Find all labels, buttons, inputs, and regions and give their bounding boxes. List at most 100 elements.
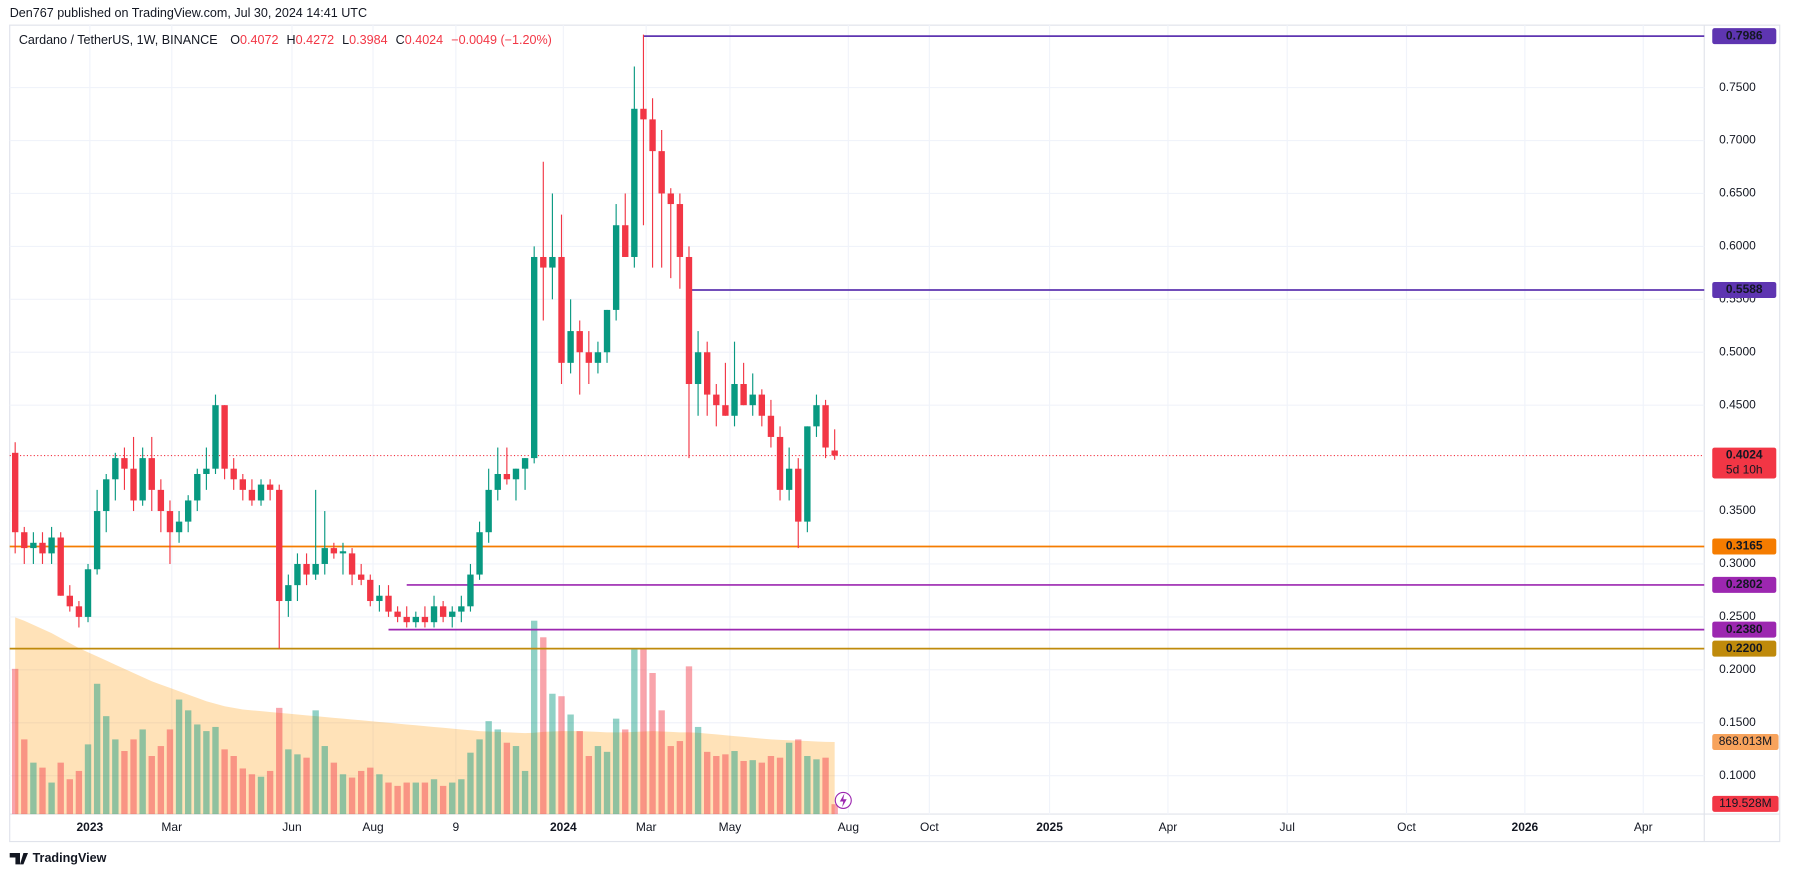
volume-bar bbox=[230, 756, 237, 815]
candle-body bbox=[658, 151, 665, 194]
candle-body bbox=[776, 436, 784, 490]
candle-body bbox=[330, 548, 338, 554]
y-tick-label: 0.1500 bbox=[1719, 715, 1756, 729]
x-tick-label: Apr bbox=[1634, 820, 1653, 834]
candle-body bbox=[722, 405, 729, 416]
candle-body bbox=[485, 489, 492, 533]
bolt bbox=[839, 793, 847, 808]
volume-bar bbox=[103, 716, 110, 815]
candle-body bbox=[75, 606, 83, 617]
volume-bar bbox=[458, 779, 465, 815]
volume-bar bbox=[93, 683, 101, 815]
volume-bar bbox=[184, 710, 192, 815]
volume-bar bbox=[57, 762, 64, 815]
volume-bar bbox=[704, 751, 711, 815]
candle-body bbox=[521, 458, 529, 469]
candle-body bbox=[385, 595, 392, 612]
volume-ma-label: 868.013M bbox=[1719, 734, 1772, 748]
volume-bar bbox=[121, 751, 128, 815]
volume-bar bbox=[239, 768, 246, 815]
x-tick-label: 2024 bbox=[550, 820, 577, 834]
frame bbox=[9, 24, 1781, 843]
candle-body bbox=[731, 384, 738, 416]
low-value: 0.3984 bbox=[349, 33, 387, 47]
x-tick-label: Mar bbox=[161, 820, 182, 834]
candle-body bbox=[430, 606, 438, 623]
candle-body bbox=[694, 352, 702, 385]
volume-bar bbox=[667, 746, 674, 815]
volume-bar bbox=[385, 782, 392, 815]
candle-body bbox=[421, 616, 429, 623]
y-tick-label: 0.6000 bbox=[1719, 239, 1756, 253]
volume-bar bbox=[549, 693, 556, 815]
candle-body bbox=[48, 537, 55, 554]
volume-bar bbox=[540, 637, 547, 815]
candle-body bbox=[512, 468, 520, 480]
volume-bar bbox=[685, 666, 693, 815]
volume-bar bbox=[84, 744, 92, 815]
volume-bar bbox=[494, 729, 501, 815]
candle-body bbox=[449, 611, 456, 617]
candle-body bbox=[767, 415, 775, 437]
candle-body bbox=[303, 563, 310, 575]
x-tick-label: May bbox=[719, 820, 742, 834]
volume-bar bbox=[221, 749, 228, 815]
volume-bar bbox=[21, 739, 28, 815]
volume-bar bbox=[294, 754, 301, 815]
volume-bar bbox=[66, 779, 73, 815]
y-tick-label: 0.7000 bbox=[1719, 133, 1756, 147]
candle-body bbox=[612, 225, 620, 310]
volume-bar bbox=[622, 729, 629, 815]
candle-body bbox=[503, 473, 511, 480]
candles bbox=[11, 34, 838, 649]
candle-body bbox=[30, 542, 37, 549]
level-label-box bbox=[1712, 576, 1777, 593]
candle-body bbox=[594, 352, 602, 363]
bolt-icon bbox=[834, 791, 852, 809]
candle-body bbox=[558, 256, 565, 363]
x-tick-label: 9 bbox=[453, 820, 460, 834]
volume-bar bbox=[266, 770, 274, 815]
x-tick-label: Oct bbox=[1397, 820, 1416, 834]
candle-body bbox=[367, 579, 374, 602]
legend: Cardano / TetherUS, 1W, BINANCE O0.4072 … bbox=[19, 33, 552, 47]
y-tick-label: 0.2500 bbox=[1719, 609, 1756, 623]
candle-body bbox=[758, 394, 766, 416]
volume-bar bbox=[640, 648, 647, 815]
volume-bar bbox=[321, 746, 328, 815]
candle-body bbox=[312, 563, 319, 575]
candle-body bbox=[649, 119, 656, 152]
candle-body bbox=[148, 458, 155, 490]
candle-body bbox=[795, 468, 802, 522]
ohlc-letter: L bbox=[342, 33, 349, 47]
candle-body bbox=[640, 108, 647, 120]
volume-bar bbox=[804, 756, 811, 815]
level-label: 0.5588 bbox=[1726, 282, 1763, 296]
candle-body bbox=[804, 426, 811, 522]
volume-bar bbox=[194, 724, 201, 815]
candle-body bbox=[549, 256, 556, 268]
volume-bar bbox=[603, 751, 611, 815]
candle-body bbox=[339, 551, 347, 554]
volume-pane bbox=[11, 617, 838, 815]
candle-body bbox=[831, 450, 838, 456]
x-tick-label: Aug bbox=[838, 820, 859, 834]
volume-bar bbox=[139, 729, 146, 815]
candle-body bbox=[212, 405, 219, 469]
candle-body bbox=[294, 563, 301, 586]
open-value: 0.4072 bbox=[240, 33, 278, 47]
candle-body bbox=[93, 511, 101, 570]
candle-body bbox=[822, 405, 829, 448]
x-tick-label: Apr bbox=[1159, 820, 1178, 834]
volume-ma-box bbox=[1712, 734, 1779, 751]
candle-body bbox=[321, 548, 328, 564]
level-label: 0.2200 bbox=[1726, 641, 1763, 655]
volume-bar bbox=[75, 770, 83, 815]
volume-bar bbox=[430, 779, 438, 815]
volume-bar bbox=[813, 759, 820, 815]
candle-body bbox=[57, 537, 64, 596]
candle-body bbox=[184, 500, 192, 522]
volume-bar bbox=[285, 749, 292, 815]
tv-logo: TradingView bbox=[9, 851, 107, 865]
volume-bar bbox=[631, 648, 638, 815]
